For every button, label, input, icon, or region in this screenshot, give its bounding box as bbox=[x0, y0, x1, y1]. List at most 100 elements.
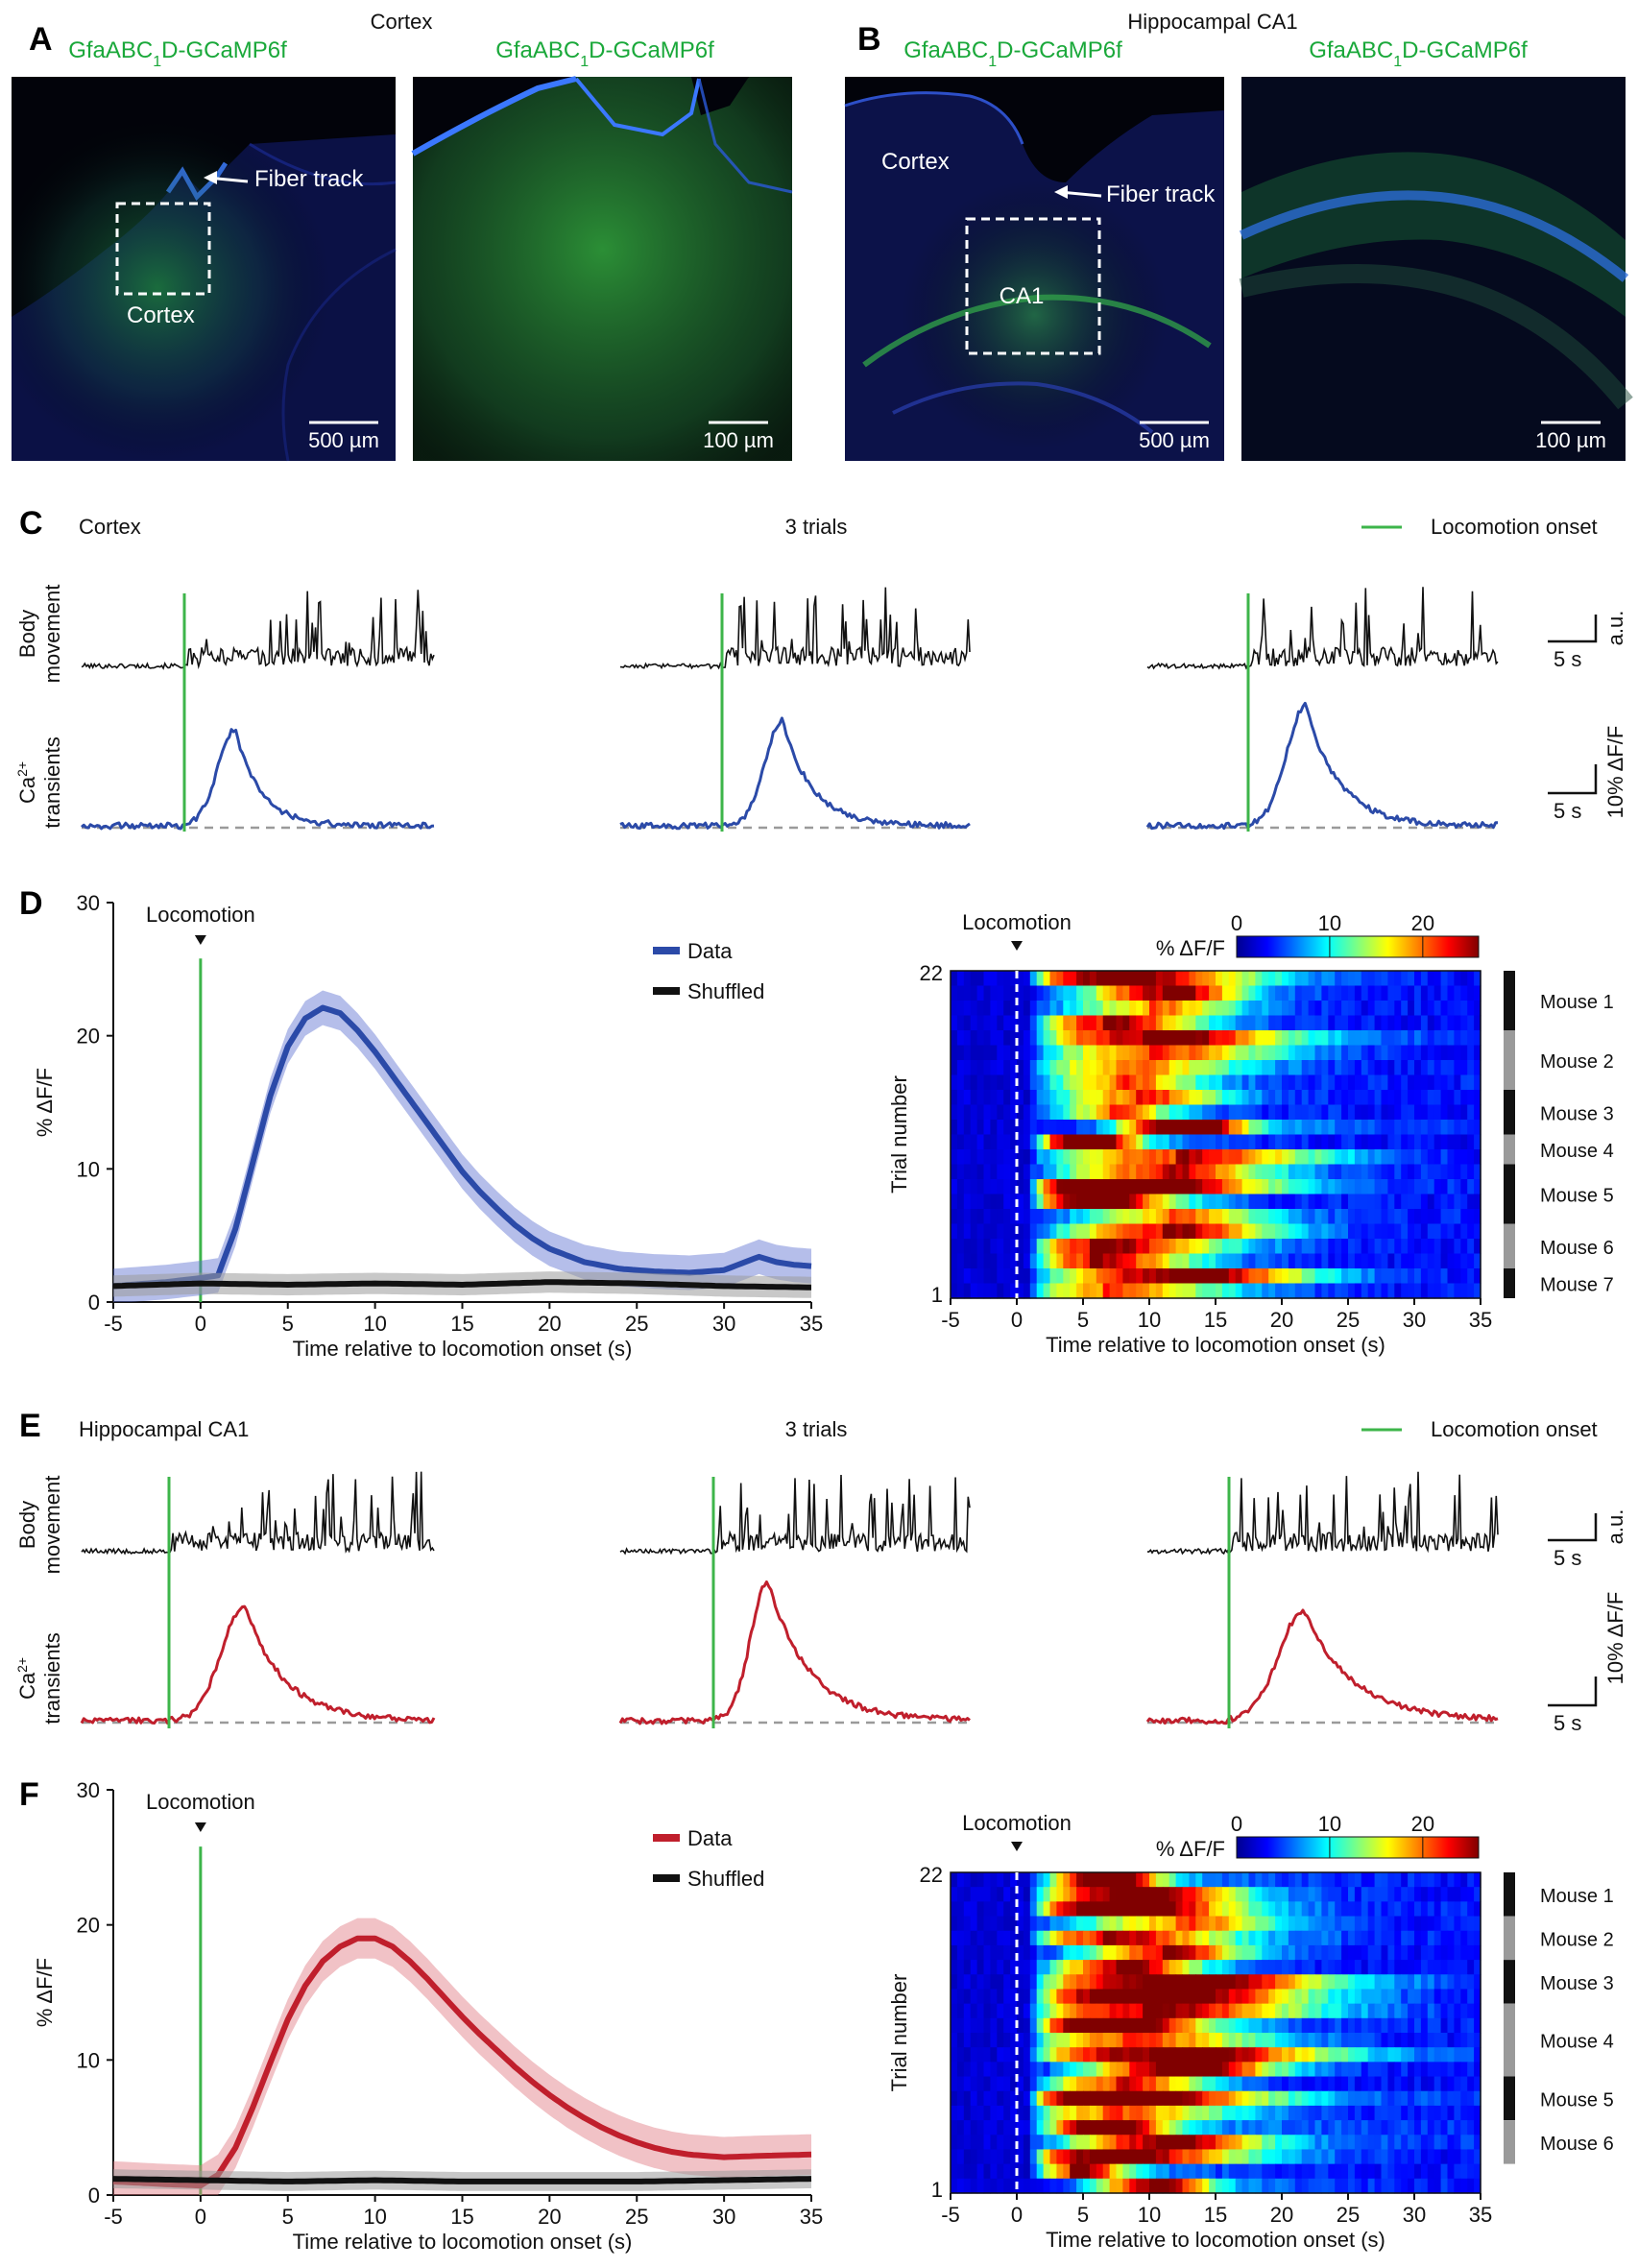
heatmap-cell bbox=[1301, 1120, 1310, 1136]
heatmap-cell bbox=[963, 1030, 972, 1047]
heatmap-cell bbox=[1301, 1134, 1310, 1150]
heatmap-cell bbox=[1341, 2178, 1349, 2194]
heatmap-cell bbox=[1109, 1268, 1118, 1285]
heatmap-cell bbox=[1420, 1872, 1429, 1888]
heatmap-cell bbox=[1314, 1989, 1322, 2005]
heatmap-cell bbox=[1427, 1944, 1435, 1961]
heatmap-cell bbox=[1335, 1974, 1342, 1991]
heatmap-cell bbox=[1043, 1239, 1051, 1255]
heatmap-cell bbox=[1361, 1045, 1369, 1061]
heatmap-cell bbox=[1136, 1090, 1144, 1106]
heatmap-cell bbox=[1043, 2149, 1051, 2165]
heatmap-cell bbox=[1288, 2076, 1296, 2092]
heatmap-cell bbox=[1255, 1253, 1263, 1269]
heatmap-cell bbox=[1381, 1209, 1388, 1225]
heatmap-cell bbox=[1367, 985, 1376, 1001]
y-axis-label: % ΔF/F bbox=[33, 1958, 57, 2027]
heatmap-cell bbox=[1162, 2033, 1170, 2048]
heatmap-cell bbox=[1189, 1253, 1196, 1269]
heatmap-cell bbox=[1168, 1194, 1177, 1210]
heatmap-cell bbox=[1282, 1045, 1289, 1061]
heatmap-cell bbox=[1049, 1134, 1057, 1150]
heatmap-cell bbox=[1367, 1872, 1376, 1888]
heatmap-cell bbox=[1162, 2135, 1170, 2151]
heatmap-cell bbox=[1381, 2062, 1388, 2078]
heatmap-cell bbox=[1401, 2003, 1409, 2019]
x-tick-label: 15 bbox=[1204, 1308, 1227, 1332]
heatmap-cell bbox=[1394, 1134, 1402, 1150]
mouse-group-label: Mouse 5 bbox=[1540, 2089, 1614, 2111]
heatmap-cell bbox=[1308, 1104, 1316, 1121]
heatmap-cell bbox=[1195, 2062, 1203, 2078]
heatmap-cell bbox=[1408, 1901, 1415, 1918]
heatmap-cell bbox=[1282, 2017, 1289, 2034]
heatmap-cell bbox=[1354, 1090, 1362, 1106]
heatmap-cell bbox=[1275, 1930, 1283, 1946]
heatmap-cell bbox=[1036, 1060, 1045, 1076]
heatmap-cell bbox=[1129, 2178, 1137, 2194]
heatmap-cell bbox=[1036, 1179, 1045, 1195]
heatmap-cell bbox=[1361, 1015, 1369, 1031]
heatmap-cell bbox=[983, 2033, 991, 2048]
heatmap-cell bbox=[1248, 1045, 1256, 1061]
heatmap-cell bbox=[1029, 2076, 1038, 2092]
heatmap-cell bbox=[1155, 1960, 1164, 1975]
heatmap-cell bbox=[1182, 1030, 1190, 1047]
scale-time-label: 5 s bbox=[1554, 647, 1581, 671]
heatmap-cell bbox=[1408, 1090, 1415, 1106]
heatmap-cell bbox=[1063, 2017, 1071, 2034]
x-tick-label: 35 bbox=[1469, 1308, 1492, 1332]
heatmap-cell bbox=[1440, 1253, 1449, 1269]
heatmap-cell bbox=[1116, 1104, 1123, 1121]
heatmap-cell bbox=[1474, 1090, 1481, 1106]
heatmap-cell bbox=[1394, 2076, 1402, 2092]
heatmap-cell bbox=[951, 2017, 958, 2034]
heatmap-cell bbox=[1083, 1974, 1091, 1991]
heatmap-cell bbox=[1096, 1164, 1104, 1180]
heatmap-cell bbox=[1036, 1944, 1045, 1961]
heatmap-cell bbox=[1460, 1916, 1468, 1932]
heatmap-cell bbox=[1282, 1283, 1289, 1299]
heatmap-cell bbox=[1328, 1989, 1336, 2005]
heatmap-cell bbox=[1408, 1001, 1415, 1017]
heatmap-cell bbox=[1109, 1090, 1118, 1106]
heatmap-cell bbox=[1321, 1060, 1329, 1076]
heatmap-cell bbox=[1049, 1030, 1057, 1047]
heatmap-cell bbox=[1043, 1223, 1051, 1240]
heatmap-cell bbox=[1143, 1887, 1150, 1902]
heatmap-cell bbox=[1076, 971, 1084, 987]
heatmap-cell bbox=[1241, 2178, 1250, 2194]
heatmap-cell bbox=[1029, 1974, 1038, 1991]
heatmap-cell bbox=[1440, 1015, 1449, 1031]
heatmap-cell bbox=[1162, 1283, 1170, 1299]
heatmap-cell bbox=[1408, 1239, 1415, 1255]
heatmap-cell bbox=[1275, 1194, 1283, 1210]
heatmap-cell bbox=[1070, 1268, 1077, 1285]
heatmap-cell bbox=[990, 1960, 998, 1975]
heatmap-cell bbox=[1354, 1134, 1362, 1150]
heatmap-cell bbox=[1175, 1283, 1184, 1299]
heatmap-cell bbox=[1314, 1164, 1322, 1180]
heatmap-cell bbox=[1394, 1060, 1402, 1076]
panel-b-title: Hippocampal CA1 bbox=[1127, 10, 1297, 34]
movement-trace bbox=[81, 590, 435, 670]
heatmap-cell bbox=[1414, 1074, 1422, 1091]
heatmap-cell bbox=[1010, 2149, 1018, 2165]
heatmap-cell bbox=[1116, 1001, 1123, 1017]
heatmap-cell bbox=[1235, 2149, 1243, 2165]
heatmap-cell bbox=[1414, 1887, 1422, 1902]
heatmap-cell bbox=[1367, 2135, 1376, 2151]
heatmap-cell bbox=[1228, 1015, 1237, 1031]
heatmap-cell bbox=[1083, 1134, 1091, 1150]
heatmap-cell bbox=[1162, 2003, 1170, 2019]
heatmap-cell bbox=[1427, 2033, 1435, 2048]
heatmap-cell bbox=[1221, 1916, 1230, 1932]
heatmap-cell bbox=[1367, 1015, 1376, 1031]
heatmap-cell bbox=[1168, 2105, 1177, 2121]
heatmap-cell bbox=[1454, 1209, 1461, 1225]
heatmap-cell bbox=[1209, 2149, 1216, 2165]
heatmap-cell bbox=[1023, 2178, 1031, 2194]
heatmap-cell bbox=[1089, 1164, 1097, 1180]
heatmap-cell bbox=[1262, 1074, 1269, 1091]
heatmap-cell bbox=[1102, 1090, 1111, 1106]
